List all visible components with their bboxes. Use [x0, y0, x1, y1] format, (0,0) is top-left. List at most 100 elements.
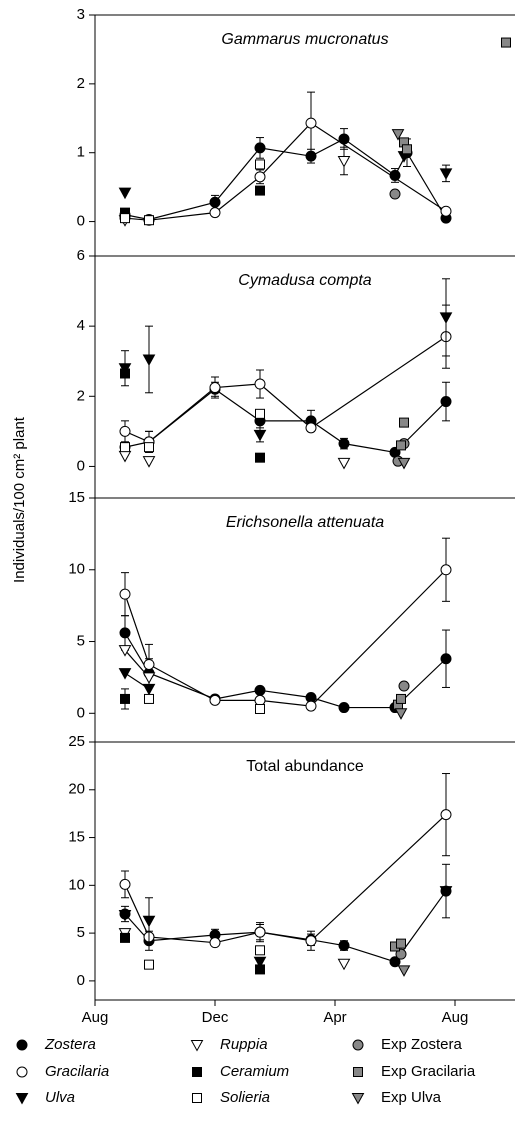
data-point: [397, 965, 411, 977]
data-point: [118, 187, 132, 200]
data-point: [440, 564, 452, 576]
y-tick-label: 15: [68, 829, 85, 846]
data-point: [254, 171, 266, 183]
data-point: [440, 205, 452, 217]
data-point: [397, 457, 411, 470]
data-point: [209, 382, 221, 394]
data-point: [396, 440, 406, 451]
x-tick-label: Aug: [442, 1009, 469, 1026]
x-tick-label: Aug: [82, 1009, 109, 1026]
data-point: [389, 169, 401, 181]
data-point: [254, 684, 266, 696]
data-point: [119, 425, 131, 437]
data-point: [142, 683, 156, 696]
x-tick-label: Dec: [202, 1009, 229, 1026]
legend-marker: [351, 1093, 365, 1105]
data-point: [255, 185, 265, 196]
data-point: [144, 693, 154, 704]
series-line: [124, 569, 447, 707]
series-line: [124, 336, 447, 443]
data-point: [305, 935, 317, 947]
data-point: [501, 37, 511, 48]
y-tick-label: 0: [77, 972, 85, 989]
legend-label: Ruppia: [220, 1036, 268, 1053]
data-point: [399, 417, 409, 428]
data-point: [389, 956, 401, 968]
y-tick-label: 6: [77, 247, 85, 264]
y-tick-label: 25: [68, 733, 85, 750]
data-point: [337, 457, 351, 470]
data-point: [338, 940, 350, 952]
legend-marker: [352, 1039, 364, 1051]
legend-marker: [16, 1066, 28, 1078]
data-point: [255, 703, 265, 714]
data-point: [439, 886, 453, 898]
data-point: [255, 159, 265, 170]
data-point: [394, 708, 408, 720]
y-tick-label: 0: [77, 457, 85, 474]
data-point: [120, 213, 130, 224]
data-point: [254, 142, 266, 154]
legend-marker: [192, 1093, 202, 1103]
panel-title: Erichsonella attenuata: [226, 514, 384, 531]
legend-label: Gracilaria: [45, 1063, 109, 1080]
data-point: [439, 312, 453, 324]
data-point: [395, 948, 407, 960]
data-point: [118, 668, 132, 680]
y-tick-label: 2: [77, 387, 85, 404]
y-tick-label: 5: [77, 924, 85, 941]
y-axis-label: Individuals/100 cm² plant: [11, 416, 28, 583]
y-tick-label: 1: [77, 144, 85, 161]
y-tick-label: 0: [77, 213, 85, 230]
data-point: [209, 207, 221, 219]
y-tick-label: 0: [77, 704, 85, 721]
data-point: [119, 878, 131, 890]
y-tick-label: 3: [77, 6, 85, 23]
data-point: [337, 155, 351, 168]
data-point: [254, 378, 266, 390]
data-point: [142, 915, 156, 928]
data-point: [255, 945, 265, 956]
legend-label: Solieria: [220, 1089, 270, 1106]
y-tick-label: 10: [68, 876, 85, 893]
data-point: [209, 694, 221, 706]
data-point: [337, 958, 351, 971]
series-line: [124, 814, 447, 944]
data-point: [118, 909, 132, 922]
data-point: [396, 938, 406, 949]
data-point: [118, 450, 132, 463]
y-tick-label: 2: [77, 75, 85, 92]
data-point: [142, 672, 156, 684]
y-tick-label: 15: [68, 489, 85, 506]
data-point: [440, 653, 452, 665]
data-point: [338, 702, 350, 714]
series-line: [124, 632, 447, 709]
legend-marker: [16, 1039, 28, 1051]
data-point: [255, 408, 265, 419]
data-point: [255, 452, 265, 463]
legend-label: Exp Zostera: [381, 1036, 463, 1053]
legend-label: Ceramium: [220, 1063, 289, 1080]
data-point: [305, 700, 317, 712]
panel-title: Gammarus mucronatus: [221, 31, 388, 48]
data-point: [440, 809, 452, 821]
data-point: [389, 188, 401, 200]
data-point: [253, 956, 267, 969]
data-point: [144, 442, 154, 453]
data-point: [440, 396, 452, 408]
data-point: [338, 438, 350, 450]
legend-marker: [190, 1040, 204, 1052]
legend-label: Ulva: [45, 1089, 75, 1106]
data-point: [396, 693, 406, 704]
data-point: [120, 693, 130, 704]
x-tick-label: Apr: [323, 1009, 346, 1026]
data-point: [254, 926, 266, 938]
data-point: [142, 456, 156, 468]
legend-marker: [192, 1067, 202, 1077]
data-point: [253, 429, 267, 442]
data-point: [209, 937, 221, 949]
data-point: [254, 694, 266, 706]
data-point: [143, 658, 155, 670]
data-point: [398, 680, 410, 692]
